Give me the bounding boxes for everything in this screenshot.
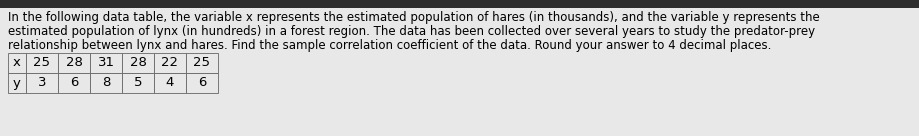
Text: 31: 31 [97,56,115,69]
Text: x: x [13,56,21,69]
Text: 5: 5 [134,76,142,89]
Text: 28: 28 [65,56,83,69]
Bar [186,73,218,93]
Bar [58,53,90,73]
Text: 4: 4 [165,76,175,89]
Bar [122,53,154,73]
Text: 6: 6 [70,76,78,89]
Text: 22: 22 [162,56,178,69]
Bar [90,73,122,93]
Text: y: y [13,76,21,89]
Text: 25: 25 [194,56,210,69]
Bar [186,53,218,73]
Bar [154,73,186,93]
Bar [154,53,186,73]
Text: 6: 6 [198,76,206,89]
Bar [90,53,122,73]
Bar [26,53,58,73]
Bar [8,53,26,73]
Bar [26,73,58,93]
Text: 3: 3 [38,76,46,89]
Bar [122,73,154,93]
Bar [58,73,90,93]
Bar [8,73,26,93]
Text: 28: 28 [130,56,146,69]
Text: 8: 8 [102,76,110,89]
Text: In the following data table, the variable x represents the estimated population : In the following data table, the variabl… [8,11,820,24]
Text: estimated population of lynx (in hundreds) in a forest region. The data has been: estimated population of lynx (in hundred… [8,25,815,38]
Bar [0,0,919,8]
Text: relationship between lynx and hares. Find the sample correlation coefficient of : relationship between lynx and hares. Fin… [8,39,771,52]
Text: 25: 25 [33,56,51,69]
